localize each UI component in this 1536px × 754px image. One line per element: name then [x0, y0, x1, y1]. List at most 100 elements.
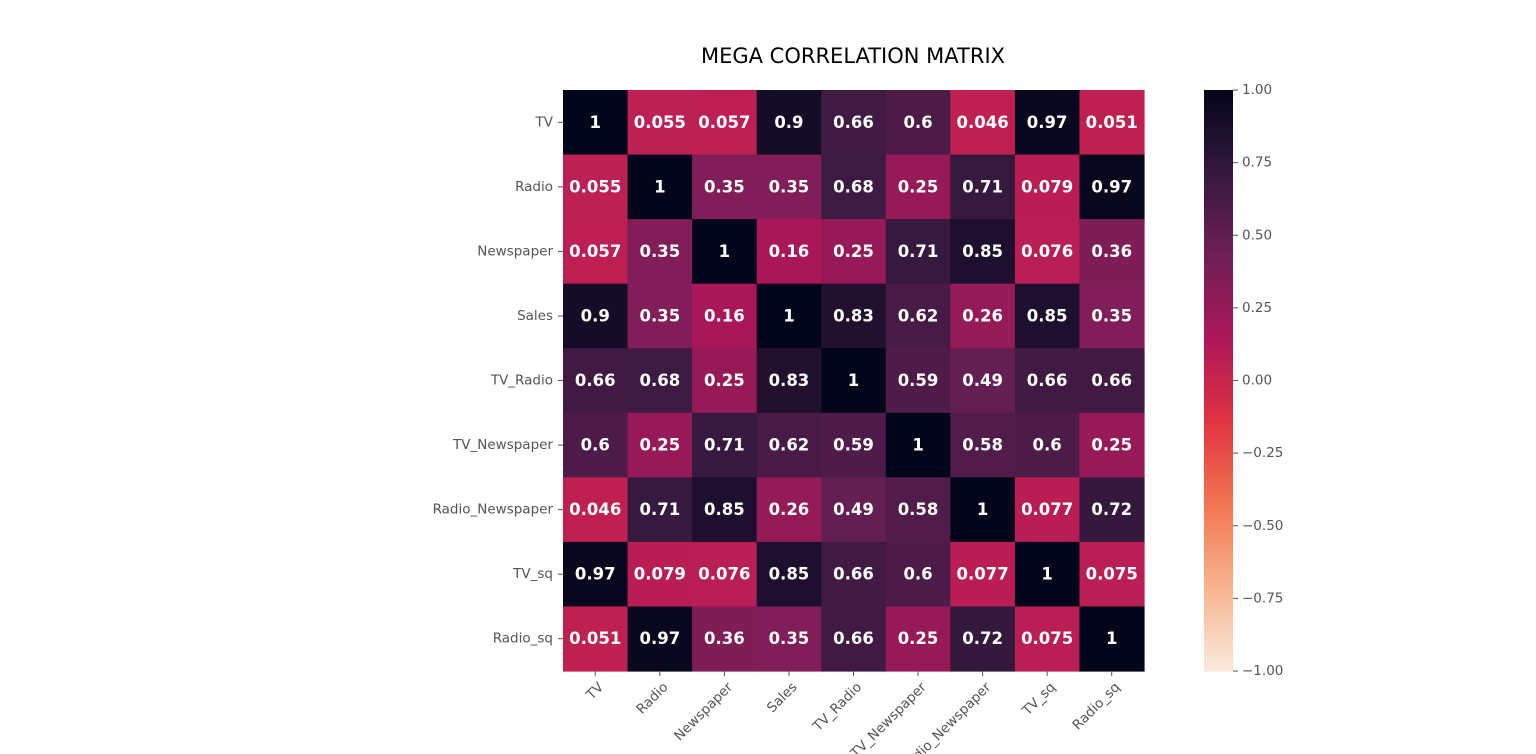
heatmap-cell-Newspaper-Radio_sq — [1079, 219, 1145, 285]
colorbar-segment — [1204, 431, 1233, 435]
colorbar-segment — [1204, 646, 1233, 650]
heatmap-cell-TV-TV_Newspaper — [885, 90, 951, 156]
colorbar-segment — [1204, 547, 1233, 551]
cell-annotation: 0.6 — [1033, 436, 1062, 455]
heatmap-cell-TV_sq-Radio_sq — [1079, 541, 1145, 608]
colorbar-segment — [1204, 90, 1233, 94]
cell-annotation: 0.079 — [1021, 177, 1073, 196]
colorbar-segment — [1204, 223, 1233, 227]
colorbar-segment — [1204, 571, 1233, 575]
cell-annotation: 0.051 — [1086, 113, 1138, 132]
colorbar-segment — [1204, 116, 1233, 120]
cell-annotation: 0.25 — [833, 242, 874, 261]
heatmap-cell-Radio-Radio_Newspaper — [950, 154, 1016, 220]
colorbar-segment — [1204, 501, 1233, 505]
cell-annotation: 0.25 — [1091, 436, 1132, 455]
colorbar-segment — [1204, 637, 1233, 641]
colorbar-segment — [1204, 392, 1233, 396]
cell-annotation: 0.59 — [898, 371, 939, 390]
colorbar-segment — [1204, 453, 1233, 457]
colorbar-segment — [1204, 353, 1233, 357]
colorbar-segment — [1204, 467, 1233, 471]
y-tick-label: Newspaper — [477, 243, 553, 259]
colorbar-segment — [1204, 298, 1233, 302]
heatmap-cell-Radio-TV_Newspaper — [885, 154, 951, 220]
colorbar-segment — [1204, 172, 1233, 176]
colorbar-segment — [1204, 257, 1233, 261]
cell-annotation: 0.71 — [898, 242, 939, 261]
colorbar-segment — [1204, 411, 1233, 415]
colorbar-segment — [1204, 494, 1233, 498]
heatmap-annotations: 1 0.055 0.057 0.9 0.66 0.6 0.046 0.97 0.051 0.055… — [569, 113, 1138, 648]
cell-annotation: 0.25 — [704, 371, 745, 390]
cell-annotation: 0.075 — [1021, 629, 1073, 648]
colorbar-segment — [1204, 593, 1233, 597]
heatmap-cell-Newspaper-Radio — [627, 219, 693, 285]
cell-annotation: 0.075 — [1086, 565, 1138, 584]
heatmap-cell-Radio_Newspaper-TV_Newspaper — [885, 477, 951, 543]
cell-annotation: 1 — [1106, 629, 1117, 648]
colorbar-segment — [1204, 358, 1233, 362]
colorbar-segment — [1204, 102, 1233, 106]
cell-annotation: 0.85 — [1027, 306, 1068, 325]
colorbar-tick-label: 0.25 — [1242, 300, 1272, 316]
y-tick-label: TV — [535, 114, 554, 130]
colorbar-segment — [1204, 545, 1233, 549]
heatmap-cell-TV_sq-TV_Newspaper — [885, 541, 951, 608]
cell-annotation: 0.6 — [903, 565, 932, 584]
cell-annotation: 0.97 — [575, 565, 616, 584]
colorbar-segment — [1204, 288, 1233, 292]
heatmap-cell-Radio_Newspaper-Radio_Newspaper — [950, 477, 1016, 543]
colorbar-segment — [1204, 549, 1233, 553]
colorbar-segment — [1204, 155, 1233, 159]
colorbar-segment — [1204, 165, 1233, 169]
colorbar-segment — [1204, 249, 1233, 253]
colorbar-segment — [1204, 317, 1233, 321]
cell-annotation: 0.35 — [704, 177, 745, 196]
cell-annotation: 0.25 — [898, 177, 939, 196]
colorbar-segment — [1204, 235, 1233, 239]
colorbar-segment — [1204, 608, 1233, 612]
heatmap-cell-TV_sq-TV_Radio — [821, 541, 887, 608]
colorbar-segment — [1204, 148, 1233, 152]
heatmap-cell-Newspaper-TV_Radio — [821, 219, 887, 285]
y-tick-label: Sales — [517, 308, 553, 324]
colorbar-segment — [1204, 237, 1233, 241]
heatmap-cell-TV-Radio_sq — [1079, 90, 1145, 156]
cell-annotation: 0.71 — [704, 436, 745, 455]
heatmap-cell-Radio_Newspaper-TV_sq — [1014, 477, 1081, 543]
cell-annotation: 0.046 — [569, 500, 621, 519]
x-tick-label: Sales — [764, 679, 801, 716]
cell-annotation: 0.66 — [833, 629, 874, 648]
colorbar-segment — [1204, 445, 1233, 449]
x-tick-label: Radio — [633, 679, 671, 717]
colorbar-segment — [1204, 513, 1233, 517]
cell-annotation: 0.66 — [833, 113, 874, 132]
colorbar-segment — [1204, 424, 1233, 428]
colorbar-segment — [1204, 402, 1233, 406]
colorbar-segment — [1204, 307, 1233, 311]
cell-annotation: 0.077 — [957, 565, 1009, 584]
heatmap-cell-TV_Radio-Newspaper — [692, 348, 758, 414]
cell-annotation: 0.97 — [639, 629, 680, 648]
cell-annotation: 0.49 — [833, 500, 874, 519]
colorbar-segment — [1204, 448, 1233, 452]
heatmap-cell-Sales-Radio — [627, 283, 693, 349]
colorbar-segment — [1204, 94, 1233, 98]
colorbar-segment — [1204, 240, 1233, 244]
x-tick-label: TV_Radio — [809, 679, 865, 735]
colorbar-segment — [1204, 373, 1233, 377]
cell-annotation: 0.9 — [774, 113, 803, 132]
colorbar-tick-label: 0.50 — [1242, 227, 1272, 243]
colorbar-segment — [1204, 339, 1233, 343]
colorbar-segment — [1204, 656, 1233, 660]
heatmap-cell-Newspaper-TV_sq — [1014, 219, 1081, 285]
x-axis: TV Radio Newspaper Sales TV_RadioTV_Newspape… — [583, 671, 1123, 754]
cell-annotation: 0.72 — [962, 629, 1003, 648]
cell-annotation: 0.85 — [962, 242, 1003, 261]
colorbar-segment — [1204, 533, 1233, 537]
heatmap-cell-Newspaper-Newspaper — [692, 219, 758, 285]
heatmap-cell-TV-Sales — [756, 90, 822, 156]
colorbar-segment — [1204, 97, 1233, 101]
colorbar-segment — [1204, 315, 1233, 319]
